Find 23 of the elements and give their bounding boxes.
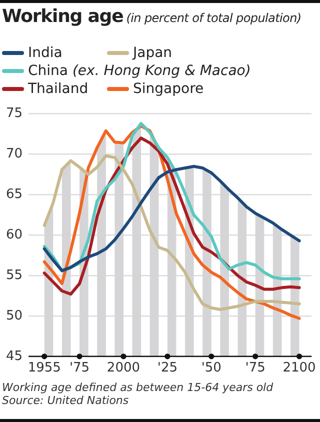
x-tick-label: 1955: [28, 360, 61, 376]
chart-subtitle: (in percent of total population): [126, 11, 302, 25]
x-tick-label: 2000: [106, 360, 140, 376]
y-tick-label: 45: [6, 348, 23, 364]
x-tick-label: '75: [69, 360, 90, 376]
legend-label: China (ex. Hong Kong & Macao): [28, 63, 251, 79]
y-tick-label: 65: [6, 187, 23, 202]
text: Working age defined as between 15-64 years old: [2, 381, 274, 394]
x-tick-label: '75: [245, 360, 266, 376]
legend-label: Thailand: [28, 80, 88, 98]
legend-label: India: [28, 44, 62, 62]
y-tick-label: 75: [6, 106, 23, 122]
y-tick-label: 60: [6, 227, 23, 242]
chart-title: Working age: [2, 6, 124, 27]
x-tick-label: 2100: [282, 360, 316, 376]
y-tick-label: 70: [6, 146, 23, 162]
y-tick-label: 50: [6, 308, 23, 324]
x-tick-label: '50: [201, 360, 222, 376]
x-tick-label: '25: [157, 360, 178, 376]
source-note: Source: United Nations: [2, 394, 130, 407]
y-tick-label: 55: [6, 268, 23, 283]
legend-label: Japan: [133, 44, 172, 62]
legend-label: Singapore: [133, 80, 204, 98]
